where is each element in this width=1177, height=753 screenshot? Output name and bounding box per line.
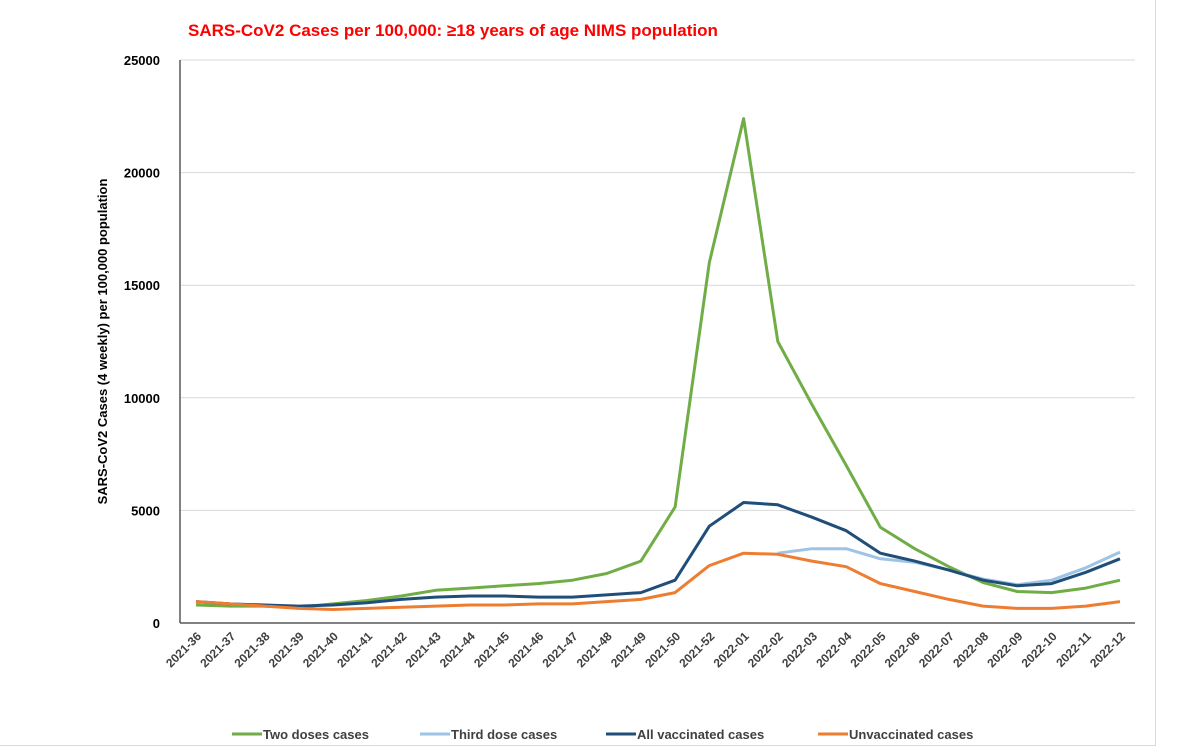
x-tick-label: 2022-11 (1053, 629, 1094, 670)
x-tick-label: 2022-01 (711, 629, 752, 670)
x-tick-label: 2022-07 (916, 629, 957, 670)
y-tick-label: 10000 (124, 391, 160, 406)
legend-label: Unvaccinated cases (849, 727, 973, 742)
y-tick-label: 25000 (124, 53, 160, 68)
series-line-unvaccinated-cases (195, 551, 1121, 611)
x-tick-label: 2022-09 (984, 629, 1025, 670)
x-tick-label: 2021-40 (300, 629, 341, 670)
x-tick-label: 2022-08 (950, 629, 991, 670)
series-line-all-vaccinated-cases (195, 501, 1121, 608)
chart-title: SARS-CoV2 Cases per 100,000: ≥18 years o… (188, 21, 718, 40)
x-tick-label: 2022-12 (1087, 629, 1128, 670)
x-tick-label: 2021-44 (437, 629, 478, 670)
y-axis-label: SARS-CoV2 Cases (4 weekly) per 100,000 p… (95, 179, 110, 505)
legend-label: Two doses cases (263, 727, 369, 742)
x-tick-label: 2021-48 (574, 629, 615, 670)
x-tick-label: 2021-41 (334, 629, 375, 670)
x-tick-label: 2021-50 (642, 629, 683, 670)
y-tick-label: 5000 (131, 503, 160, 518)
x-tick-label: 2021-46 (505, 629, 546, 670)
x-tick-label: 2021-39 (266, 629, 307, 670)
chart-frame (0, 0, 1156, 746)
x-tick-label: 2022-02 (745, 629, 786, 670)
x-tick-label: 2022-05 (848, 629, 889, 670)
x-tick-label: 2021-36 (163, 629, 204, 670)
x-tick-label: 2021-37 (197, 629, 238, 670)
x-tick-label: 2021-47 (540, 629, 581, 670)
legend-label: Third dose cases (451, 727, 557, 742)
y-tick-label: 0 (153, 616, 160, 631)
x-tick-label: 2022-06 (882, 629, 923, 670)
y-tick-label: 20000 (124, 166, 160, 181)
x-tick-label: 2022-03 (779, 629, 820, 670)
y-tick-label: 15000 (124, 278, 160, 293)
x-tick-label: 2021-45 (471, 629, 512, 670)
series-line-two-doses-cases (195, 117, 1121, 609)
x-tick-label: 2021-52 (676, 629, 717, 670)
x-tick-label: 2021-42 (368, 629, 409, 670)
x-tick-label: 2022-10 (1019, 629, 1060, 670)
legend-label: All vaccinated cases (637, 727, 764, 742)
x-tick-label: 2021-43 (403, 629, 444, 670)
x-tick-label: 2021-49 (608, 629, 649, 670)
x-tick-label: 2022-04 (813, 629, 854, 670)
x-tick-label: 2021-38 (232, 629, 273, 670)
